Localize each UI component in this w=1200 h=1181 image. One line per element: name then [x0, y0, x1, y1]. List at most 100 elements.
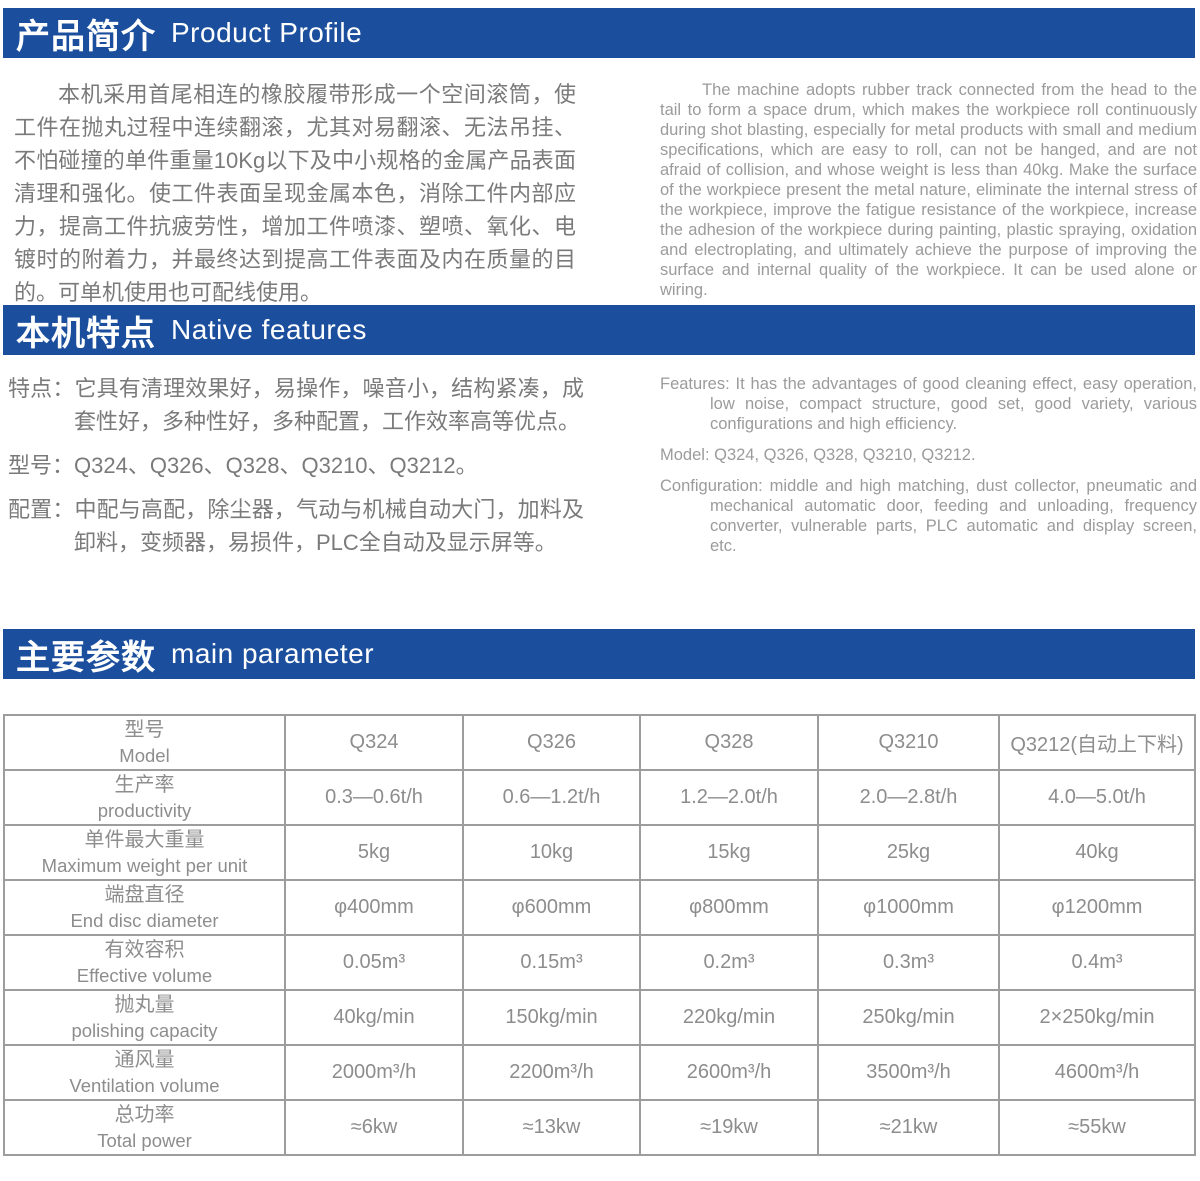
feature-item-en: Features: It has the advantages of good …: [660, 374, 1197, 434]
feature-text: Q324、Q326、Q328、Q3210、Q3212。: [74, 453, 478, 478]
table-row-ventilation-volume: 通风量 Ventilation volume 2000m³/h 2200m³/h…: [3, 1044, 1196, 1101]
section-title-zh: 本机特点: [16, 314, 156, 353]
feature-item-en: Model: Q324, Q326, Q328, Q3210, Q3212.: [660, 445, 1197, 465]
feature-text: middle and high matching, dust collector…: [710, 477, 1197, 555]
param-cell: 0.2m³: [639, 934, 819, 991]
param-cell: φ800mm: [639, 879, 819, 936]
section-title-en: Product Profile: [171, 17, 363, 48]
feature-label: Configuration:: [660, 477, 763, 495]
param-cell: 2600m³/h: [639, 1044, 819, 1101]
param-cell: 4.0—5.0t/h: [998, 769, 1196, 826]
param-cell: 15kg: [639, 824, 819, 881]
param-cell: 5kg: [284, 824, 464, 881]
param-cell: 40kg: [998, 824, 1196, 881]
row-label-en: Maximum weight per unit: [41, 854, 248, 876]
table-row-max-weight: 单件最大重量 Maximum weight per unit 5kg 10kg …: [3, 824, 1196, 881]
row-header: 总功率 Total power: [3, 1099, 286, 1156]
param-cell: 25kg: [817, 824, 1000, 881]
profile-body-zh: 本机采用首尾相连的橡胶履带形成一个空间滚筒，使工件在抛丸过程中连续翻滚，尤其对易…: [14, 82, 576, 305]
param-cell: ≈55kw: [998, 1099, 1196, 1156]
row-label-en: End disc diameter: [70, 909, 219, 931]
param-cell: φ400mm: [284, 879, 464, 936]
feature-label: 配置：: [8, 497, 75, 522]
parameter-table: 型号 Model Q324 Q326 Q328 Q3210 Q3212(自动上下…: [3, 714, 1196, 1156]
param-cell: φ1200mm: [998, 879, 1196, 936]
row-header: 单件最大重量 Maximum weight per unit: [3, 824, 286, 881]
section-title-en: Native features: [171, 314, 367, 345]
param-cell: 2000m³/h: [284, 1044, 464, 1101]
param-cell: 250kg/min: [817, 989, 1000, 1046]
feature-label: 特点：: [8, 376, 75, 401]
param-cell: Q328: [639, 714, 819, 771]
row-label-zh: 端盘直径: [104, 883, 185, 906]
feature-item-en: Configuration: middle and high matching,…: [660, 476, 1197, 556]
table-row-polishing-capacity: 抛丸量 polishing capacity 40kg/min 150kg/mi…: [3, 989, 1196, 1046]
feature-label: 型号：: [8, 453, 75, 478]
param-cell: 0.3m³: [817, 934, 1000, 991]
param-cell: 0.4m³: [998, 934, 1196, 991]
profile-body-en: The machine adopts rubber track connecte…: [660, 81, 1197, 299]
param-cell: ≈21kw: [817, 1099, 1000, 1156]
row-label-en: productivity: [97, 799, 192, 821]
param-cell: Q3210: [817, 714, 1000, 771]
param-cell: 40kg/min: [284, 989, 464, 1046]
feature-text: It has the advantages of good cleaning e…: [710, 375, 1197, 433]
param-cell: 2200m³/h: [462, 1044, 641, 1101]
table-row-model: 型号 Model Q324 Q326 Q328 Q3210 Q3212(自动上下…: [3, 714, 1196, 771]
section-header-native-features: 本机特点 Native features: [3, 305, 1195, 355]
param-cell: 0.6—1.2t/h: [462, 769, 641, 826]
row-label-zh: 单件最大重量: [84, 828, 205, 851]
param-cell: 3500m³/h: [817, 1044, 1000, 1101]
row-label-en: Model: [119, 744, 170, 766]
row-label-zh: 通风量: [114, 1048, 175, 1071]
param-cell: ≈13kw: [462, 1099, 641, 1156]
param-cell: 0.3—0.6t/h: [284, 769, 464, 826]
feature-text: 中配与高配，除尘器，气动与机械自动大门，加料及卸料，变频器，易损件，PLC全自动…: [74, 497, 584, 555]
section-header-main-parameter: 主要参数 main parameter: [3, 629, 1195, 679]
row-header: 通风量 Ventilation volume: [3, 1044, 286, 1101]
features-list-zh: 特点：它具有清理效果好，易操作，噪音小，结构紧凑，成套性好，多种性好，多种配置，…: [8, 372, 584, 570]
param-cell: 2.0—2.8t/h: [817, 769, 1000, 826]
feature-item-zh: 型号：Q324、Q326、Q328、Q3210、Q3212。: [8, 449, 584, 482]
row-label-zh: 生产率: [114, 773, 175, 796]
row-label-zh: 抛丸量: [114, 993, 175, 1016]
param-cell: φ600mm: [462, 879, 641, 936]
features-list-en: Features: It has the advantages of good …: [660, 374, 1197, 567]
row-label-en: polishing capacity: [71, 1019, 218, 1041]
section-title-zh: 产品简介: [16, 17, 156, 56]
feature-text: Q324, Q326, Q328, Q3210, Q3212.: [714, 446, 976, 464]
table-row-disc-diameter: 端盘直径 End disc diameter φ400mm φ600mm φ80…: [3, 879, 1196, 936]
param-cell: 0.05m³: [284, 934, 464, 991]
param-cell: Q324: [284, 714, 464, 771]
row-header: 有效容积 Effective volume: [3, 934, 286, 991]
param-cell: Q326: [462, 714, 641, 771]
section-title-en: main parameter: [171, 638, 375, 669]
row-header: 抛丸量 polishing capacity: [3, 989, 286, 1046]
param-cell: 4600m³/h: [998, 1044, 1196, 1101]
param-cell: ≈19kw: [639, 1099, 819, 1156]
feature-label: Features:: [660, 375, 730, 393]
section-title-zh: 主要参数: [16, 638, 156, 677]
param-cell: 2×250kg/min: [998, 989, 1196, 1046]
param-cell: 1.2—2.0t/h: [639, 769, 819, 826]
section-header-product-profile: 产品简介 Product Profile: [3, 8, 1195, 58]
param-cell: 10kg: [462, 824, 641, 881]
feature-label: Model:: [660, 446, 710, 464]
row-label-zh: 总功率: [114, 1103, 175, 1126]
feature-item-zh: 特点：它具有清理效果好，易操作，噪音小，结构紧凑，成套性好，多种性好，多种配置，…: [8, 372, 584, 438]
row-header: 端盘直径 End disc diameter: [3, 879, 286, 936]
row-label-zh: 型号: [124, 718, 165, 741]
param-cell: Q3212(自动上下料): [998, 714, 1196, 771]
row-label-en: Total power: [97, 1129, 192, 1151]
param-cell: φ1000mm: [817, 879, 1000, 936]
row-label-en: Ventilation volume: [69, 1074, 220, 1096]
table-row-total-power: 总功率 Total power ≈6kw ≈13kw ≈19kw ≈21kw ≈…: [3, 1099, 1196, 1156]
table-row-effective-volume: 有效容积 Effective volume 0.05m³ 0.15m³ 0.2m…: [3, 934, 1196, 991]
row-header: 型号 Model: [3, 714, 286, 771]
row-label-zh: 有效容积: [104, 938, 185, 961]
row-label-en: Effective volume: [76, 964, 213, 986]
feature-text: 它具有清理效果好，易操作，噪音小，结构紧凑，成套性好，多种性好，多种配置，工作效…: [74, 376, 584, 434]
feature-item-zh: 配置：中配与高配，除尘器，气动与机械自动大门，加料及卸料，变频器，易损件，PLC…: [8, 493, 584, 559]
param-cell: 220kg/min: [639, 989, 819, 1046]
